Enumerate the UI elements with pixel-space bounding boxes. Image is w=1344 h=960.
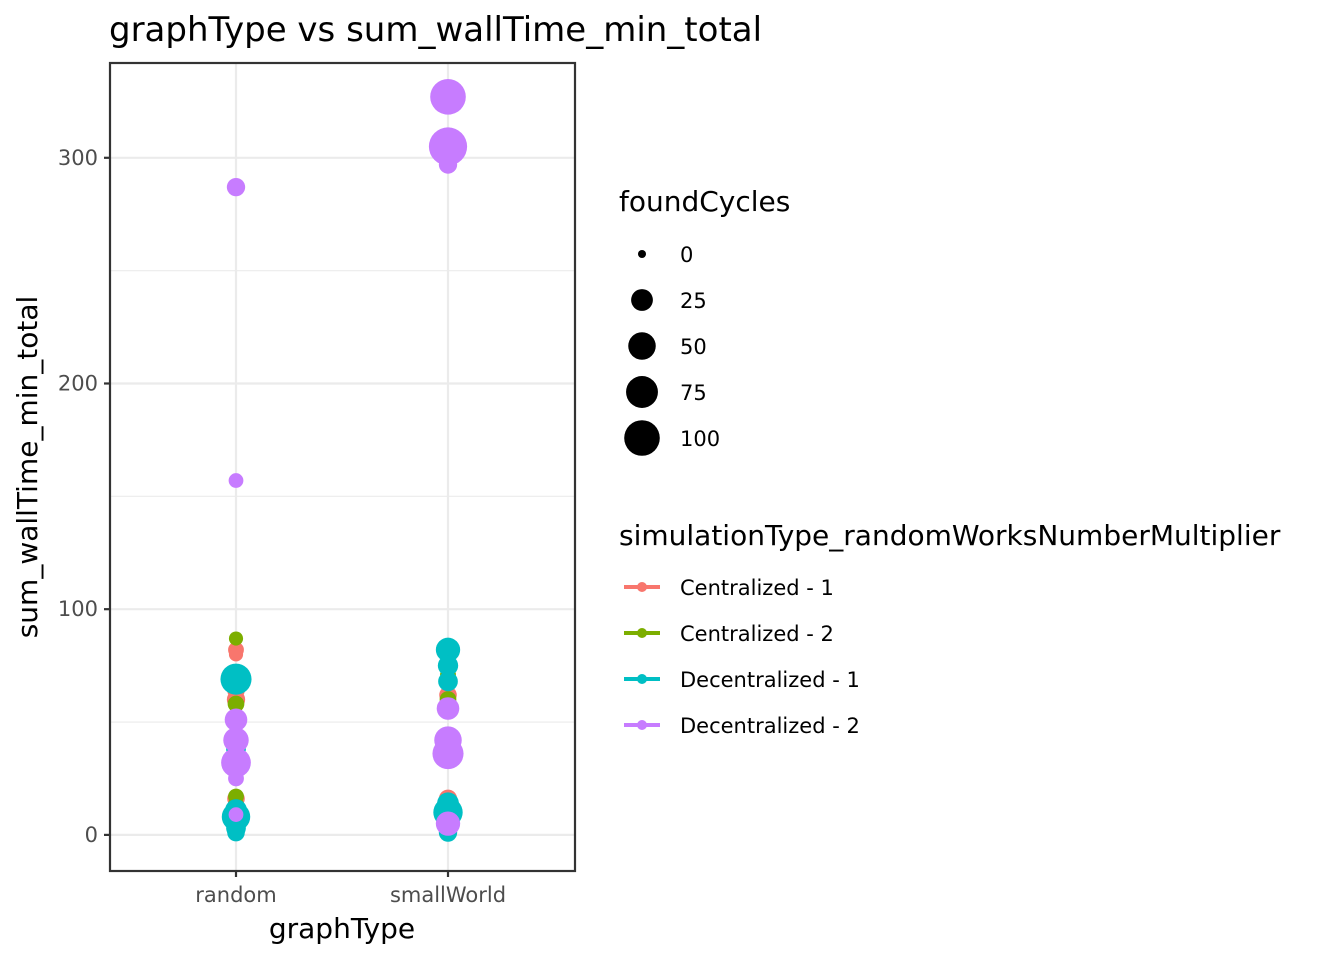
chart-title: graphType vs sum_wallTime_min_total — [109, 10, 762, 50]
data-point — [223, 727, 249, 753]
size-legend-label: 25 — [680, 289, 707, 313]
color-legend-key-dot — [637, 628, 647, 638]
data-point — [228, 807, 244, 822]
data-point — [224, 708, 248, 732]
data-point — [221, 747, 251, 778]
y-tick-label: 200 — [58, 371, 98, 395]
data-point — [430, 79, 466, 115]
y-tick-label: 0 — [85, 823, 98, 847]
y-axis-title: sum_wallTime_min_total — [11, 296, 44, 639]
color-legend-key-dot — [637, 720, 647, 730]
data-point — [227, 823, 245, 842]
data-point — [220, 663, 252, 695]
size-legend-label: 75 — [680, 381, 707, 405]
data-point — [228, 770, 244, 787]
color-legend-title: simulationType_randomWorksNumberMultipli… — [619, 519, 1281, 552]
size-legend-key — [631, 289, 653, 311]
data-point — [438, 671, 458, 692]
data-point — [437, 655, 459, 676]
color-legend-label: Centralized - 2 — [680, 622, 834, 646]
size-legend-key — [626, 376, 658, 408]
size-legend-label: 100 — [680, 427, 720, 451]
data-point — [428, 127, 468, 166]
y-tick-label: 100 — [58, 597, 98, 621]
color-legend-label: Decentralized - 1 — [680, 668, 860, 692]
size-legend-title: foundCycles — [619, 185, 790, 218]
color-legend-key-dot — [637, 582, 647, 592]
data-point — [435, 637, 461, 662]
size-legend-label: 0 — [680, 243, 693, 267]
data-point — [226, 177, 246, 197]
x-tick-label: smallWorld — [390, 883, 506, 907]
data-point — [228, 631, 244, 646]
data-point — [436, 697, 460, 720]
data-point — [228, 473, 244, 488]
y-tick-label: 300 — [58, 146, 98, 170]
data-point — [227, 695, 245, 713]
color-legend-label: Centralized - 1 — [680, 576, 834, 600]
color-legend-label: Decentralized - 2 — [680, 714, 860, 738]
x-axis-title: graphType — [269, 912, 415, 945]
size-legend-key — [638, 250, 646, 258]
data-point — [432, 738, 464, 770]
data-point — [438, 155, 458, 174]
size-legend-label: 50 — [680, 335, 707, 359]
plot-panel-border — [108, 61, 577, 873]
size-legend-key — [624, 420, 660, 456]
data-point — [228, 647, 244, 662]
size-legend-key — [628, 332, 656, 360]
color-legend-key-dot — [637, 674, 647, 684]
x-tick-label: random — [195, 883, 276, 907]
data-point — [435, 811, 461, 836]
